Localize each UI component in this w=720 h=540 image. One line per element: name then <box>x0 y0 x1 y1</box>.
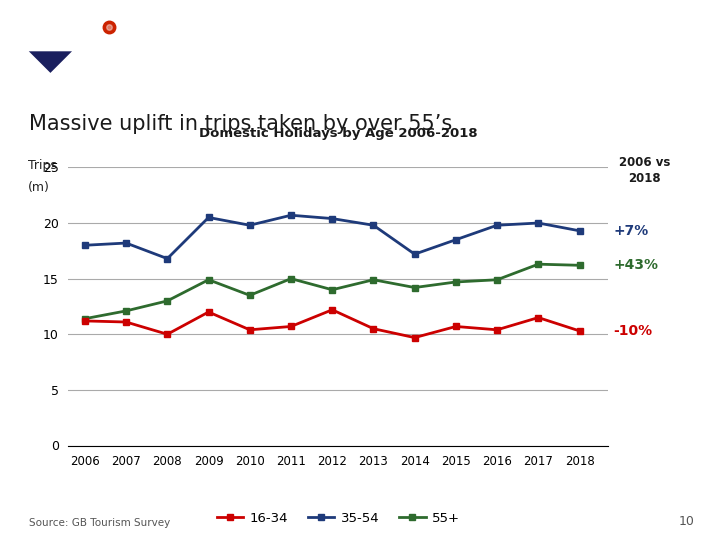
Text: (m): (m) <box>28 181 50 194</box>
Text: +7%: +7% <box>613 224 649 238</box>
Text: Massive uplift in trips taken by over 55’s: Massive uplift in trips taken by over 55… <box>29 114 452 134</box>
Text: -10%: -10% <box>613 324 652 338</box>
Text: VisitEngland: VisitEngland <box>18 19 125 34</box>
Text: Domestic Holidays by Age 2006-2018: Domestic Holidays by Age 2006-2018 <box>199 126 477 140</box>
Text: Source: GB Tourism Survey: Source: GB Tourism Survey <box>29 518 170 528</box>
Legend: 16-34, 35-54, 55+: 16-34, 35-54, 55+ <box>211 507 466 530</box>
Polygon shape <box>29 51 72 73</box>
Text: 2006 vs
2018: 2006 vs 2018 <box>618 156 670 185</box>
Text: 10: 10 <box>679 515 695 528</box>
Text: +43%: +43% <box>613 258 658 272</box>
Text: Trips: Trips <box>28 159 57 172</box>
